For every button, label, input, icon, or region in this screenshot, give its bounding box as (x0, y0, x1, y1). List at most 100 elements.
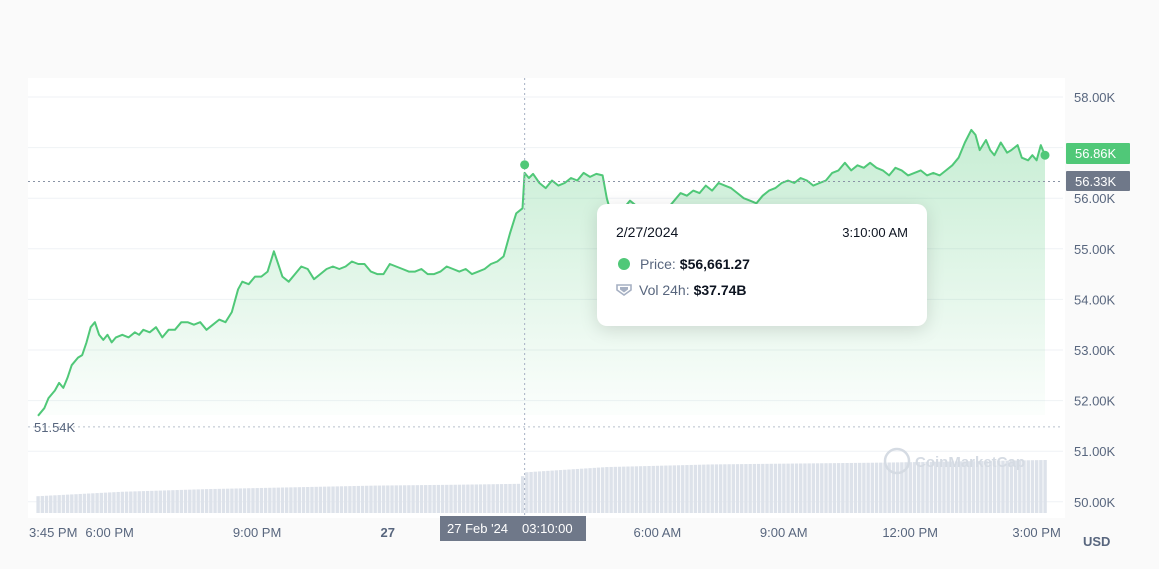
volume-bar (533, 471, 537, 513)
volume-bar (70, 494, 74, 513)
volume-bar (879, 462, 883, 513)
volume-bar (971, 461, 976, 513)
volume-bar (803, 463, 807, 513)
volume-bar (550, 470, 554, 513)
volume-bar (251, 488, 255, 513)
reference-price-tag-label: 56.33K (1075, 174, 1117, 189)
volume-bar (790, 463, 794, 513)
volume-bar (1001, 460, 1005, 513)
volume-bar (794, 463, 799, 513)
volume-bar (158, 490, 162, 513)
volume-bar (773, 463, 778, 513)
volume-bar (933, 461, 938, 513)
volume-bar (693, 464, 698, 513)
volume-bar (196, 489, 200, 513)
volume-bar (900, 462, 904, 513)
volume-bar (912, 462, 917, 513)
volume-bar (706, 464, 710, 513)
volume-bar (188, 489, 192, 513)
volume-bar (659, 465, 664, 513)
volume-bar (120, 491, 125, 513)
volume-bar (457, 484, 462, 513)
volume-bar (916, 462, 921, 513)
price-dot-icon (618, 258, 630, 270)
volume-bar (651, 465, 655, 513)
volume-bar (116, 491, 120, 513)
volume-bar (697, 464, 702, 513)
volume-bar (255, 488, 259, 513)
price-line[interactable] (37, 128, 1046, 417)
crosshair-time: 03:10:00 (522, 521, 573, 536)
volume-bar (280, 487, 285, 513)
volume-bar (61, 494, 66, 513)
current-price-marker (1040, 150, 1050, 160)
volume-bar (474, 484, 478, 513)
x-tick-label: 6:00 AM (634, 525, 682, 540)
volume-bar (613, 466, 618, 513)
volume-bar (381, 485, 386, 513)
volume-bar (230, 488, 234, 513)
volume-bar (36, 496, 40, 513)
volume-bar (617, 466, 622, 513)
volume-bar (929, 461, 934, 513)
volume-bar (904, 462, 908, 513)
volume-bar (394, 485, 398, 513)
volume-bar (689, 464, 693, 513)
volume-bar (411, 485, 415, 513)
volume-bar (529, 471, 533, 513)
volume-bar (520, 476, 525, 513)
volume-bar (183, 489, 188, 513)
volume-bar (609, 466, 613, 513)
volume-bar (647, 466, 651, 513)
volume-bar (82, 493, 87, 513)
volume-bar (1009, 460, 1014, 513)
volume-bar (1018, 460, 1022, 513)
volume-bar (348, 486, 352, 513)
x-tick-label: 3:45 PM (29, 525, 77, 540)
volume-bar (769, 463, 773, 513)
volume-bar (86, 493, 91, 513)
tooltip-volume-key: Vol 24h: (639, 282, 690, 298)
volume-bar (782, 463, 786, 513)
volume-bar (777, 463, 782, 513)
volume-bar (512, 483, 516, 513)
volume-bar (386, 485, 390, 513)
volume-bar (141, 491, 146, 513)
volume-bar (440, 484, 445, 513)
volume-bar (836, 463, 841, 513)
volume-bar (99, 492, 104, 513)
volume-bar (862, 462, 866, 513)
volume-bar (655, 465, 660, 513)
volume-bar (49, 495, 53, 513)
x-tick-label: 3:00 PM (1012, 525, 1060, 540)
volume-bar (525, 472, 529, 513)
crosshair-marker (520, 160, 530, 170)
volume-bar (175, 490, 179, 513)
volume-bar (263, 487, 268, 513)
volume-bar (735, 464, 740, 513)
volume-bar (402, 485, 407, 513)
volume-bar (339, 486, 344, 513)
volume-bar (980, 461, 984, 513)
tooltip-price-value: $56,661.27 (679, 256, 750, 272)
volume-bar (154, 490, 158, 513)
volume-bar (108, 492, 112, 513)
volume-bar (242, 488, 247, 513)
volume-bar (1026, 460, 1030, 513)
volume-bar (895, 462, 900, 513)
volume-bar (643, 466, 647, 513)
volume-bar (453, 484, 457, 513)
volume-bar (815, 463, 820, 513)
volume-bar (592, 467, 596, 513)
volume-bar (668, 465, 672, 513)
volume-bar (596, 467, 601, 513)
volume-bar (546, 470, 550, 513)
volume-bar (335, 486, 339, 513)
y-tick-label: 56.00K (1074, 191, 1116, 206)
volume-bar (925, 461, 929, 513)
tooltip-volume-row: Vol 24h: $37.74B (616, 282, 908, 298)
volume-bar (516, 483, 521, 513)
reference-price-tag (1066, 171, 1130, 191)
